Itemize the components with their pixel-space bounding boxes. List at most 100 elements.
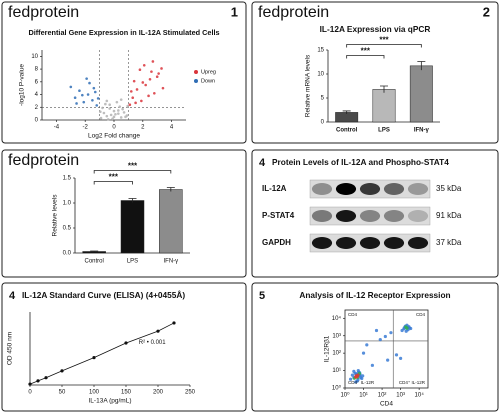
panel-label: fedprotein xyxy=(8,152,79,169)
data-point xyxy=(350,373,354,377)
data-point xyxy=(86,93,90,96)
data-point xyxy=(81,93,84,97)
data-point xyxy=(99,110,102,114)
panel-number: 4 xyxy=(259,157,266,169)
data-point xyxy=(150,70,153,73)
data-point xyxy=(135,88,139,91)
y-axis-label: -log10 P-value xyxy=(19,64,26,106)
data-point xyxy=(153,91,156,95)
y-tick-label: 6 xyxy=(35,79,39,85)
quadrant-label: CD4 xyxy=(348,312,357,317)
legend-marker xyxy=(194,79,198,83)
data-point xyxy=(122,111,126,114)
x-tick-label: 100 xyxy=(89,390,100,396)
data-point xyxy=(121,107,124,111)
data-point xyxy=(354,380,358,384)
quadrant-label: CD4⁻ IL-12R xyxy=(348,380,375,385)
bar xyxy=(335,112,359,123)
data-point xyxy=(394,353,399,357)
size-label: 91 kDa xyxy=(436,211,462,220)
data-point xyxy=(140,99,143,103)
data-point xyxy=(117,109,120,112)
x-tick-label: -4 xyxy=(54,125,60,131)
x-tick-label: 0 xyxy=(112,125,116,131)
data-point xyxy=(383,334,387,339)
data-point xyxy=(365,343,369,347)
x-tick-label: Control xyxy=(84,259,103,265)
blot-band xyxy=(359,183,381,195)
x-tick-label: 10⁴ xyxy=(415,392,425,399)
x-tick-label: Control xyxy=(336,128,358,134)
y-axis-label: Relative levels xyxy=(52,194,59,237)
data-point xyxy=(370,363,374,367)
data-point xyxy=(60,369,64,373)
data-point xyxy=(85,77,88,80)
quadrant-label: CD4 xyxy=(416,312,425,317)
data-point xyxy=(144,83,147,87)
panel-frame xyxy=(1,1,247,144)
data-point xyxy=(92,86,96,90)
data-point xyxy=(404,325,408,329)
legend-marker xyxy=(194,70,198,74)
data-point xyxy=(131,96,135,100)
x-tick-label: IFN-γ xyxy=(414,128,430,134)
blot-band xyxy=(335,183,357,195)
x-tick-label: 4 xyxy=(170,125,174,131)
data-point xyxy=(360,376,364,381)
y-tick-label: 10³ xyxy=(332,333,341,339)
data-point xyxy=(82,100,86,104)
y-tick-label: 10² xyxy=(332,351,341,357)
y-tick-label: 0 xyxy=(35,118,39,124)
significance-label: *** xyxy=(379,36,389,45)
error-bar xyxy=(128,198,137,203)
blot-band xyxy=(335,237,357,249)
blot-band xyxy=(359,237,381,249)
panel-title: Protein Levels of IL-12A and Phospho-STA… xyxy=(272,157,449,167)
data-point xyxy=(96,97,100,100)
error-bar xyxy=(166,187,175,192)
data-point xyxy=(134,101,137,105)
data-point xyxy=(409,326,413,331)
significance-bracket xyxy=(93,181,133,185)
bar xyxy=(409,65,433,123)
data-point xyxy=(400,328,404,333)
data-point xyxy=(138,68,142,72)
data-point xyxy=(151,60,155,63)
data-point xyxy=(104,102,107,106)
blot-band xyxy=(407,237,429,249)
data-point xyxy=(105,99,109,103)
data-point xyxy=(112,109,116,113)
error-bar xyxy=(90,250,99,252)
data-point xyxy=(99,116,103,120)
data-point xyxy=(389,331,393,335)
y-tick-label: 5 xyxy=(321,96,325,102)
x-tick-label: 2 xyxy=(141,125,145,131)
row-label: GAPDH xyxy=(262,238,291,247)
panel-number: 2 xyxy=(483,4,490,19)
x-tick-label: 10¹ xyxy=(359,393,368,399)
panel-title: IL-12A Standard Curve (ELISA) (4+0455Å) xyxy=(22,290,185,300)
data-point xyxy=(91,98,94,102)
y-tick-label: 4 xyxy=(35,92,39,98)
blot-band xyxy=(311,183,333,195)
quadrant-label: CD4⁺ IL-12R xyxy=(399,380,426,385)
x-tick-label: LPS xyxy=(378,128,390,134)
x-tick-label: IFN-γ xyxy=(163,259,178,265)
data-point xyxy=(142,63,146,67)
data-point xyxy=(124,115,127,119)
blot-band xyxy=(407,210,429,222)
panel-number: 1 xyxy=(231,4,238,19)
panel-number: 5 xyxy=(259,290,265,302)
y-tick-label: 10⁴ xyxy=(332,315,342,322)
y-tick-label: 1.5 xyxy=(63,176,72,182)
x-tick-label: 200 xyxy=(153,390,164,396)
significance-label: *** xyxy=(361,47,371,56)
data-point xyxy=(361,351,366,355)
data-point xyxy=(119,116,123,119)
data-point xyxy=(354,375,358,379)
x-tick-label: 10² xyxy=(378,393,387,399)
data-point xyxy=(161,86,165,90)
blot-band xyxy=(383,237,405,249)
row-label: P-STAT4 xyxy=(262,211,295,220)
data-point xyxy=(399,356,403,361)
